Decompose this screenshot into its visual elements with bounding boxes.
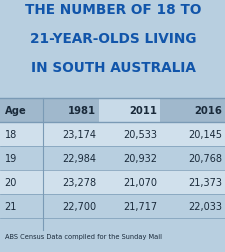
Bar (0, 195, 225, 218)
Bar (0, 122, 225, 146)
Bar (0, 146, 225, 170)
Text: 21-YEAR-OLDS LIVING: 21-YEAR-OLDS LIVING (30, 32, 195, 45)
Text: 18: 18 (4, 129, 17, 139)
Text: IN SOUTH AUSTRALIA: IN SOUTH AUSTRALIA (30, 60, 195, 74)
Text: 22,033: 22,033 (188, 202, 222, 211)
Text: 2016: 2016 (194, 105, 222, 115)
Text: 19: 19 (4, 153, 17, 163)
Text: 20: 20 (4, 177, 17, 187)
Text: 1981: 1981 (68, 105, 96, 115)
Text: 21,373: 21,373 (188, 177, 222, 187)
Text: ABS Census Data compiled for the Sunday Mail: ABS Census Data compiled for the Sunday … (4, 233, 161, 239)
Text: 21: 21 (4, 202, 17, 211)
Text: 23,278: 23,278 (62, 177, 96, 187)
Bar (0, 170, 225, 195)
Bar (0, 98, 225, 122)
Text: 21,070: 21,070 (123, 177, 156, 187)
Text: THE NUMBER OF 18 TO: THE NUMBER OF 18 TO (25, 3, 200, 16)
Text: Age: Age (4, 105, 26, 115)
Bar (99, 98, 160, 122)
Text: 22,984: 22,984 (62, 153, 96, 163)
Text: 2011: 2011 (128, 105, 156, 115)
Text: 20,145: 20,145 (188, 129, 222, 139)
Text: 20,768: 20,768 (188, 153, 222, 163)
Text: 23,174: 23,174 (62, 129, 96, 139)
Text: 22,700: 22,700 (62, 202, 96, 211)
Text: 21,717: 21,717 (122, 202, 156, 211)
Text: 20,533: 20,533 (123, 129, 156, 139)
Text: 20,932: 20,932 (123, 153, 156, 163)
